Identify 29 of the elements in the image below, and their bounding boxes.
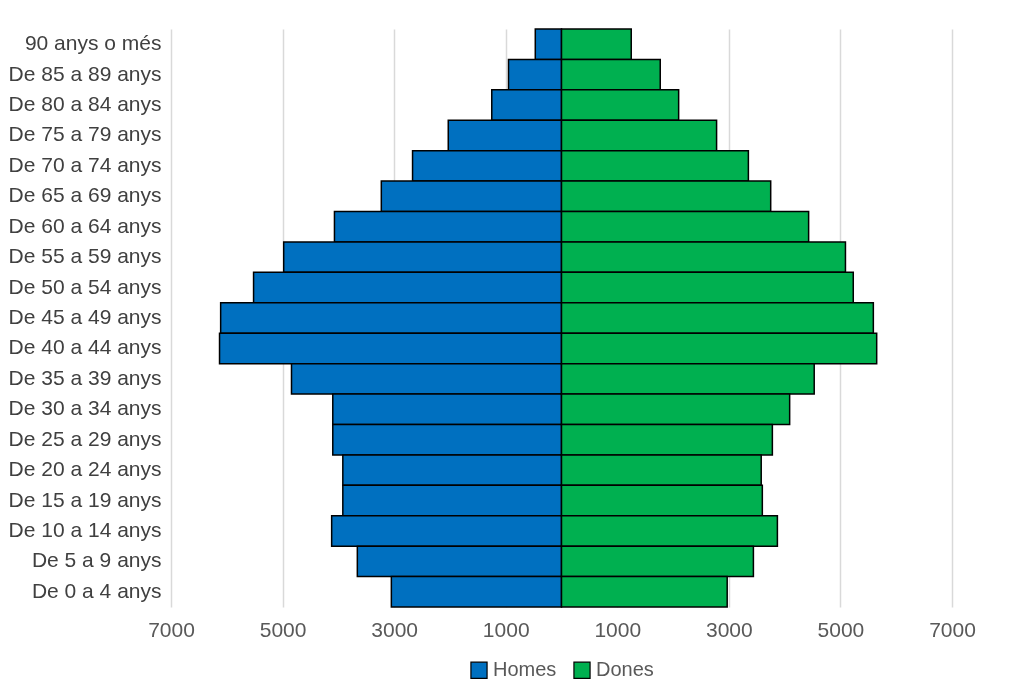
y-tick-label: De 10 a 14 anys bbox=[8, 517, 162, 541]
y-tick-label: De 80 a 84 anys bbox=[8, 92, 162, 116]
x-tick-label: 7000 bbox=[148, 617, 195, 641]
y-tick-label: De 55 a 59 anys bbox=[8, 244, 162, 268]
y-tick-label: De 25 a 29 anys bbox=[8, 426, 162, 450]
y-tick-label: De 5 a 9 anys bbox=[31, 548, 162, 572]
y-tick-label: De 70 a 74 anys bbox=[8, 152, 162, 176]
x-tick-label: 1000 bbox=[482, 617, 530, 641]
x-tick-label: 5000 bbox=[259, 617, 307, 641]
x-tick-label: 3000 bbox=[371, 617, 418, 641]
y-tick-label: De 65 a 69 anys bbox=[8, 183, 162, 207]
y-tick-label: De 35 a 39 anys bbox=[8, 365, 162, 389]
y-tick-label: De 40 a 44 anys bbox=[8, 335, 162, 359]
y-tick-label: De 15 a 19 anys bbox=[8, 487, 162, 511]
y-tick-label: De 60 a 64 anys bbox=[8, 213, 162, 237]
legend-label: Dones bbox=[596, 658, 654, 681]
x-tick-label: 5000 bbox=[817, 617, 865, 641]
x-tick-label: 1000 bbox=[594, 617, 642, 641]
x-tick-label: 7000 bbox=[929, 617, 976, 641]
y-tick-label: De 85 a 89 anys bbox=[8, 61, 162, 85]
x-tick-label: 3000 bbox=[706, 617, 753, 641]
y-tick-label: De 45 a 49 anys bbox=[8, 305, 162, 328]
y-tick-label: De 30 a 34 anys bbox=[8, 396, 162, 420]
y-tick-label: De 0 a 4 anys bbox=[31, 578, 162, 602]
y-tick-label: De 50 a 54 anys bbox=[8, 274, 162, 298]
y-tick-label: De 20 a 24 anys bbox=[8, 457, 162, 481]
y-tick-label: De 75 a 79 anys bbox=[8, 122, 162, 146]
legend-label: Homes bbox=[493, 658, 557, 681]
y-tick-label: 90 anys o més bbox=[24, 31, 162, 55]
